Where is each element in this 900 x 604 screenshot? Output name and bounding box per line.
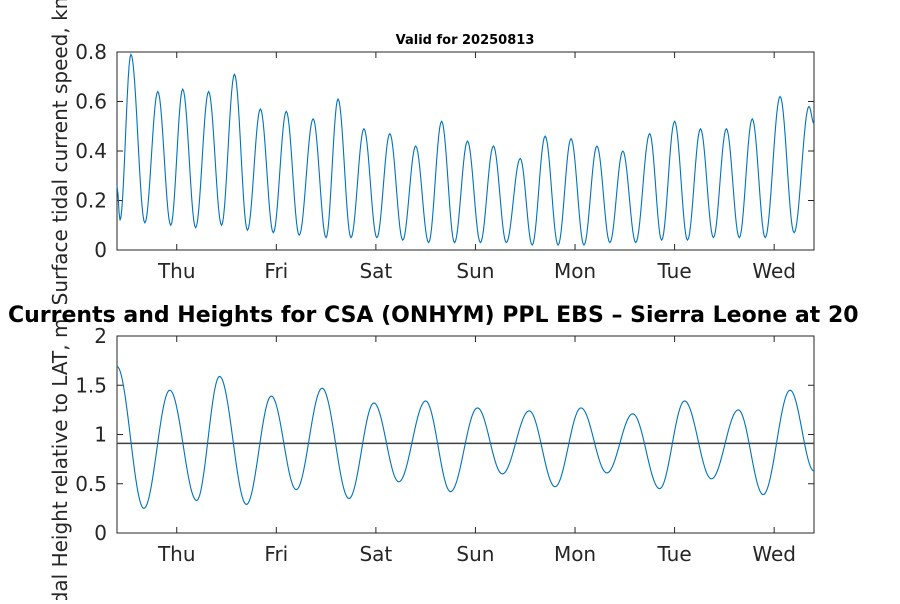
current-speed-x-tick-label: Fri (264, 259, 288, 283)
current-speed-x-tick-label: Thu (157, 259, 196, 283)
current-speed-plot-area (116, 51, 815, 251)
current-speed-y-tick-label: 0.8 (75, 40, 107, 64)
tidal-height-y-tick-label: 1.5 (75, 373, 107, 397)
current-speed-axes: 0 0.2 0.4 0.6 0.8 Thu Fri Sat Sun Mon Tue Wed Valid… (48, 0, 815, 305)
tidal-height-y-tick-label: 2 (94, 324, 107, 348)
current-speed-x-tick-label: Sun (456, 259, 494, 283)
tidal-height-y-tick-label: 0 (94, 521, 107, 545)
tidal-height-axes: 0 0.5 1 1.5 2 Thu Fri Sat Sun Mon Tue Wed Tidal Hei… (48, 319, 815, 604)
current-speed-y-tick-label: 0.2 (75, 189, 107, 213)
tidal-height-series-line (116, 366, 815, 509)
tidal-height-x-tick-label: Mon (554, 542, 596, 566)
current-speed-x-tick-label: Wed (752, 259, 796, 283)
tidal-height-plot-area (116, 335, 815, 534)
tidal-height-series (116, 366, 815, 509)
current-speed-series-line (116, 53, 815, 247)
current-speed-y-axis-label: Surface tidal current speed, kn (48, 0, 72, 305)
current-speed-y-tick-label: 0.6 (75, 90, 107, 114)
figure-title: Currents and Heights for CSA (ONHYM) PPL… (8, 303, 859, 328)
current-speed-ticks: 0 0.2 0.4 0.6 0.8 Thu Fri Sat Sun Mon Tue Wed (75, 40, 814, 283)
current-speed-y-tick-label: 0.4 (75, 139, 107, 163)
tidal-height-x-tick-label: Sat (359, 542, 392, 566)
tidal-height-x-tick-label: Thu (157, 542, 196, 566)
current-speed-x-tick-label: Tue (657, 259, 692, 283)
tidal-height-x-tick-label: Sun (456, 542, 494, 566)
current-speed-plot-title: Valid for 20250813 (396, 33, 535, 48)
tidal-height-y-tick-label: 0.5 (75, 472, 107, 496)
current-speed-x-tick-label: Mon (554, 259, 596, 283)
current-speed-x-tick-label: Sat (359, 259, 392, 283)
tidal-height-ticks: 0 0.5 1 1.5 2 Thu Fri Sat Sun Mon Tue Wed (75, 324, 814, 566)
current-speed-y-tick-label: 0 (94, 238, 107, 262)
current-speed-series (116, 53, 815, 247)
tidal-height-x-tick-label: Fri (264, 542, 288, 566)
tidal-height-x-tick-label: Tue (657, 542, 692, 566)
tidal-height-y-axis-label: Tidal Height relative to LAT, m (48, 319, 72, 600)
tidal-height-y-tick-label: 1 (94, 423, 107, 447)
tidal-height-x-tick-label: Wed (752, 542, 796, 566)
